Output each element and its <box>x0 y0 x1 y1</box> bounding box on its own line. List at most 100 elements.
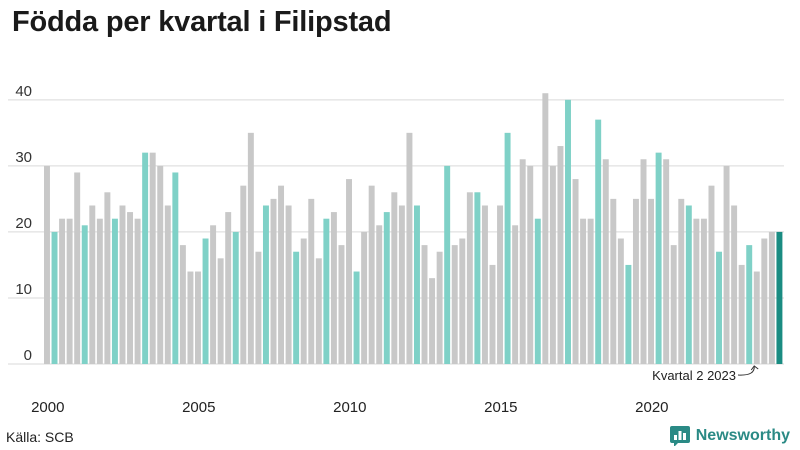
bar <box>693 218 700 364</box>
bar <box>338 245 345 364</box>
bar <box>595 119 602 364</box>
bar <box>323 218 330 364</box>
chart-title: Födda per kvartal i Filipstad <box>12 6 392 38</box>
bar <box>195 271 201 364</box>
annotation: Kvartal 2 2023 <box>652 365 759 383</box>
bar <box>534 218 541 364</box>
bar <box>648 198 655 364</box>
bar <box>678 198 685 364</box>
bar <box>587 218 594 364</box>
bar <box>429 278 436 364</box>
bar <box>368 185 375 364</box>
bar-chart: 0 10 20 30 40 2000 2005 2010 2015 2020 Kvartal 2… <box>8 83 784 416</box>
y-tick-label: 40 <box>15 83 32 100</box>
x-tick-label: 2000 <box>31 399 64 416</box>
annotation-arrowhead <box>750 365 759 371</box>
bar <box>44 165 50 364</box>
bar <box>489 264 496 364</box>
bar <box>436 251 443 364</box>
bar <box>406 132 413 364</box>
annotation-label: Kvartal 2 2023 <box>652 368 736 383</box>
bar <box>285 205 292 364</box>
bar <box>632 198 639 364</box>
bar <box>398 205 405 364</box>
bars <box>44 93 783 365</box>
bar <box>444 165 451 364</box>
bar <box>414 205 420 364</box>
bar <box>346 179 352 364</box>
x-tick-label: 2015 <box>484 399 517 416</box>
bar <box>119 205 126 364</box>
bar <box>738 264 745 364</box>
bar <box>519 159 526 364</box>
bar <box>670 245 677 364</box>
bar <box>504 132 511 364</box>
bar <box>572 179 579 364</box>
bar <box>255 251 262 364</box>
brand-logo[interactable]: Newsworthy <box>669 426 790 446</box>
bar <box>542 93 549 365</box>
bar <box>172 172 179 364</box>
bar <box>512 225 519 364</box>
y-tick-label: 0 <box>24 347 32 364</box>
bar <box>610 198 617 364</box>
bar <box>361 231 368 364</box>
bar <box>270 198 277 364</box>
x-tick-label: 2020 <box>635 399 668 416</box>
bar <box>217 258 224 364</box>
bar <box>731 205 738 364</box>
bar <box>104 192 111 364</box>
x-tick-label: 2005 <box>182 399 215 416</box>
bar <box>293 251 300 364</box>
bar <box>300 238 307 364</box>
bar <box>625 264 632 364</box>
bar <box>565 99 571 364</box>
bar <box>142 152 149 364</box>
bar <box>497 205 504 364</box>
bar <box>753 271 760 364</box>
bar <box>602 159 609 364</box>
bar <box>81 225 88 364</box>
bar <box>247 132 254 364</box>
bar <box>240 185 247 364</box>
bar <box>383 212 390 364</box>
bar <box>640 159 647 364</box>
bar <box>202 238 209 364</box>
bar <box>127 212 134 364</box>
bar <box>225 212 232 364</box>
bar <box>451 245 458 364</box>
annotation-arrow <box>737 365 755 376</box>
bar <box>308 198 315 364</box>
bar <box>149 152 156 364</box>
bar <box>187 271 194 364</box>
bar <box>466 192 473 364</box>
bar <box>421 245 428 364</box>
bar <box>74 172 81 364</box>
bar <box>262 205 269 364</box>
bar <box>376 225 383 364</box>
brand-name: Newsworthy <box>695 427 790 444</box>
bar <box>474 192 481 364</box>
bar <box>663 159 670 364</box>
y-axis: 0 10 20 30 40 <box>15 83 32 364</box>
bar <box>481 205 488 364</box>
bar <box>700 218 707 364</box>
bar <box>179 245 186 364</box>
y-tick-label: 10 <box>15 281 32 298</box>
bar <box>716 251 722 364</box>
bar <box>210 225 217 364</box>
bar <box>164 205 171 364</box>
bar <box>549 165 556 364</box>
bar <box>111 218 118 364</box>
chart-icon <box>669 426 690 446</box>
bar <box>768 231 775 364</box>
bar <box>278 185 285 364</box>
bar <box>746 245 753 364</box>
source-label: Källa: SCB <box>6 429 74 445</box>
bar <box>617 238 624 364</box>
bar <box>776 231 783 364</box>
bar <box>96 218 103 364</box>
bar <box>89 205 96 364</box>
bar <box>655 152 662 364</box>
bar <box>761 238 768 364</box>
